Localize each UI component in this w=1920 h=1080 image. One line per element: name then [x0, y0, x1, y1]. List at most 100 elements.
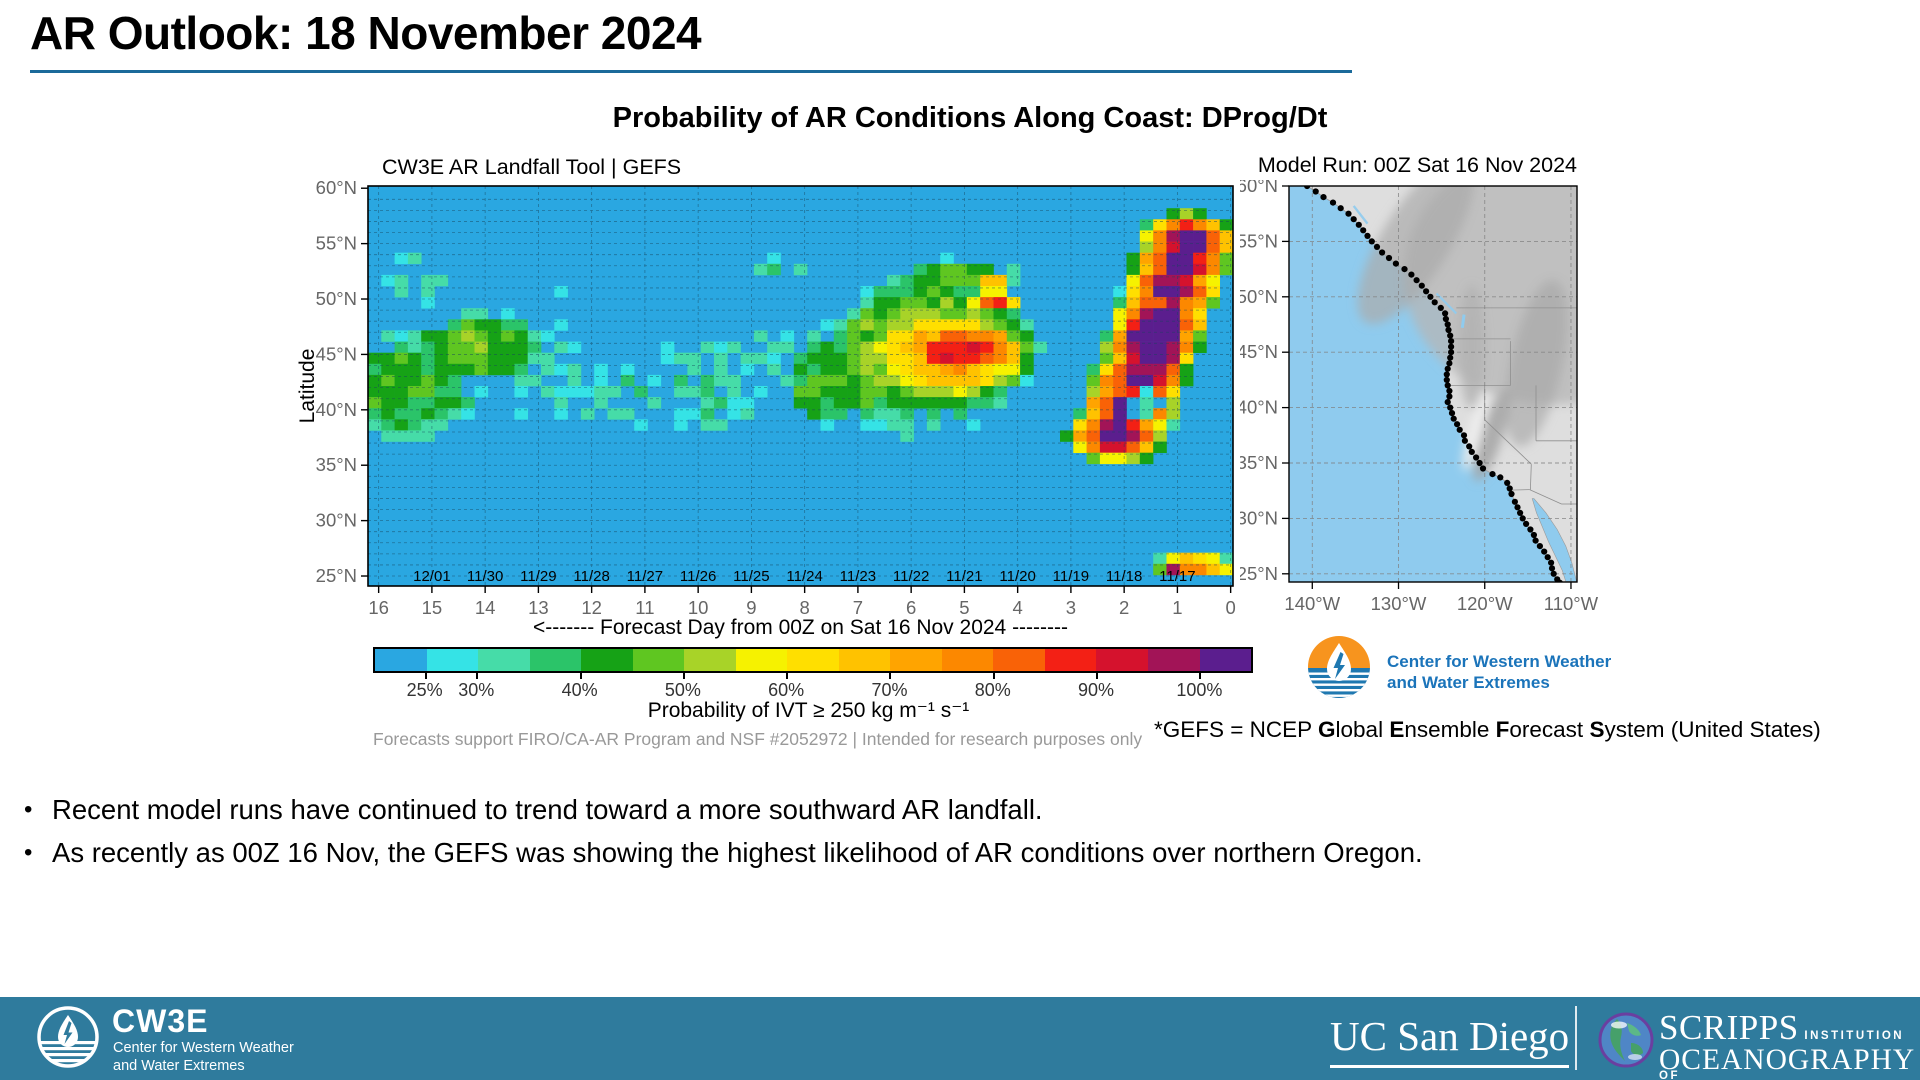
- footer-cw3e-emblem-icon: [37, 1006, 99, 1068]
- svg-text:30°N: 30°N: [316, 510, 357, 531]
- bullet-item: • As recently as 00Z 16 Nov, the GEFS was…: [24, 837, 1824, 869]
- svg-text:50°N: 50°N: [316, 288, 357, 309]
- bullet-text: As recently as 00Z 16 Nov, the GEFS was …: [52, 837, 1423, 868]
- svg-text:11: 11: [635, 597, 654, 618]
- svg-text:3: 3: [1066, 597, 1076, 618]
- svg-text:9: 9: [746, 597, 756, 618]
- svg-text:140°W: 140°W: [1284, 593, 1340, 614]
- bullet-text: Recent model runs have continued to tren…: [52, 794, 1043, 825]
- ucsd-wordmark: UC San Diego: [1330, 1012, 1570, 1068]
- colorbar-segment: [529, 649, 582, 671]
- bullet-list: • Recent model runs have continued to tre…: [24, 794, 1824, 880]
- colorbar-segment: [1096, 649, 1148, 671]
- gefs-note: *GEFS = NCEP Global Ensemble Forecast Sy…: [1154, 717, 1821, 743]
- colorbar-segment: [993, 649, 1045, 671]
- coastal-forecast-points: [1304, 186, 1563, 582]
- heatmap-gridlines: [368, 186, 1233, 586]
- colorbar-tick-label: 100%: [1176, 680, 1223, 700]
- svg-text:11/17: 11/17: [1159, 568, 1195, 585]
- svg-text:11/23: 11/23: [840, 568, 876, 585]
- gefs-note-part: *GEFS = NCEP: [1154, 717, 1319, 742]
- svg-text:11/21: 11/21: [946, 568, 982, 585]
- heatmap-title: CW3E AR Landfall Tool | GEFS: [382, 155, 682, 179]
- svg-text:55°N: 55°N: [1240, 230, 1278, 251]
- svg-text:15: 15: [422, 597, 443, 618]
- gefs-note-part: ystem (United States): [1604, 717, 1821, 742]
- colorbar-segment: [375, 649, 427, 671]
- svg-text:30°N: 30°N: [1240, 507, 1278, 528]
- svg-text:60°N: 60°N: [1240, 180, 1278, 196]
- colorbar-tick-label: 40%: [561, 680, 598, 700]
- scripps-institution-of: INSTITUTION OF: [1659, 1030, 1905, 1080]
- svg-text:45°N: 45°N: [1240, 341, 1278, 362]
- bullet-icon: •: [24, 796, 33, 823]
- colorbar-tick: [1199, 673, 1202, 679]
- svg-text:60°N: 60°N: [316, 180, 357, 198]
- svg-text:1: 1: [1172, 597, 1182, 618]
- colorbar-segment: [1044, 649, 1097, 671]
- gefs-note-part: E: [1389, 717, 1405, 742]
- gefs-note-part: F: [1495, 717, 1510, 742]
- colorbar-tick-label: 50%: [664, 680, 701, 700]
- gefs-note-part: G: [1318, 717, 1336, 742]
- heatmap-xaxis-label: <------- Forecast Day from 00Z on Sat 16…: [532, 616, 1069, 639]
- colorbar-tick: [1096, 673, 1099, 679]
- state-borders: [1446, 307, 1577, 505]
- colorbar-tick-label: 70%: [871, 680, 908, 700]
- colorbar-tick: [682, 673, 685, 679]
- page-title: AR Outlook: 18 November 2024: [30, 7, 702, 59]
- svg-text:11/19: 11/19: [1053, 568, 1089, 585]
- footer-cw3e-wordmark: CW3E: [112, 1003, 209, 1039]
- gefs-note-part: orecast: [1509, 717, 1590, 742]
- svg-text:11/26: 11/26: [680, 568, 716, 585]
- scripps-wordmark: SCRIPPS INSTITUTION OF: [1659, 1008, 1920, 1080]
- title-underline: [30, 70, 1352, 73]
- colorbar-segment: [478, 649, 530, 671]
- svg-text:11/24: 11/24: [786, 568, 822, 585]
- attribution-text: Forecasts support FIRO/CA-AR Program and…: [373, 729, 1143, 749]
- colorbar-tick-label: 80%: [974, 680, 1011, 700]
- svg-text:35°N: 35°N: [1240, 452, 1278, 473]
- colorbar-tick: [579, 673, 582, 679]
- svg-text:11/27: 11/27: [627, 568, 663, 585]
- colorbar-tick: [786, 673, 789, 679]
- svg-text:5: 5: [959, 597, 969, 618]
- svg-text:8: 8: [800, 597, 810, 618]
- colorbar-segment: [787, 649, 839, 671]
- svg-text:11/25: 11/25: [733, 568, 769, 585]
- svg-text:6: 6: [906, 597, 916, 618]
- colorbar-segment: [581, 649, 633, 671]
- footer-cw3e-subtext-line: Center for Western Weather: [113, 1040, 294, 1056]
- svg-text:50°N: 50°N: [1240, 286, 1278, 307]
- svg-text:11/28: 11/28: [573, 568, 609, 585]
- bullet-icon: •: [24, 839, 33, 866]
- svg-text:110°W: 110°W: [1544, 593, 1599, 614]
- colorbar-segment: [1199, 649, 1252, 671]
- colorbar-segment: [684, 649, 736, 671]
- coast-map: 140°W 130°W 120°W 110°W 60°N 55°N 50°N 45°N 40°N…: [1240, 180, 1599, 614]
- svg-text:11/29: 11/29: [520, 568, 556, 585]
- scripps-oceanography: OCEANOGRAPHY: [1659, 1044, 1916, 1076]
- colorbar-tick: [424, 673, 427, 679]
- svg-text:55°N: 55°N: [316, 233, 357, 254]
- colorbar-tick-label: 25%: [406, 680, 443, 700]
- svg-text:12: 12: [581, 597, 602, 618]
- scripps-globe-icon: [1598, 1012, 1654, 1068]
- footer-divider: [1575, 1006, 1577, 1070]
- svg-text:13: 13: [528, 597, 549, 618]
- heatmap-cells-group: [368, 208, 1234, 576]
- colorbar-segment: [1147, 649, 1200, 671]
- cw3e-logo-text: Center for Western Weather and Water Extr…: [1387, 651, 1611, 693]
- svg-text:25°N: 25°N: [316, 565, 357, 586]
- svg-text:11/18: 11/18: [1106, 568, 1142, 585]
- svg-text:11/30: 11/30: [467, 568, 503, 585]
- svg-text:40°N: 40°N: [316, 399, 357, 420]
- colorbar-tick-label: 30%: [458, 680, 495, 700]
- gefs-note-part: lobal: [1335, 717, 1390, 742]
- svg-text:120°W: 120°W: [1457, 593, 1513, 614]
- figure-title: Probability of AR Conditions Along Coast…: [612, 102, 1328, 134]
- cw3e-logo-text-line: Center for Western Weather: [1387, 652, 1612, 671]
- svg-text:0: 0: [1226, 597, 1236, 618]
- svg-text:35°N: 35°N: [316, 454, 357, 475]
- gefs-note-part: S: [1589, 717, 1605, 742]
